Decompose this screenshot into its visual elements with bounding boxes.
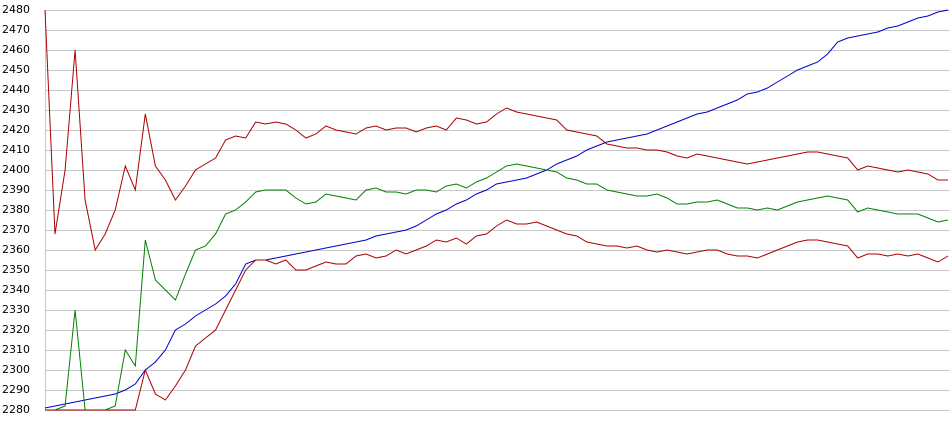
- y-tick-label: 2340: [2, 283, 30, 296]
- y-tick-label: 2400: [2, 163, 30, 176]
- y-tick-label: 2290: [2, 383, 30, 396]
- y-tick-label: 2480: [2, 3, 30, 16]
- y-tick-label: 2280: [2, 403, 30, 416]
- y-tick-label: 2370: [2, 223, 30, 236]
- y-tick-label: 2330: [2, 303, 30, 316]
- y-tick-label: 2460: [2, 43, 30, 56]
- y-tick-label: 2310: [2, 343, 30, 356]
- y-tick-label: 2380: [2, 203, 30, 216]
- y-tick-label: 2300: [2, 363, 30, 376]
- series-line: [44, 9, 948, 252]
- y-tick-label: 2470: [2, 23, 30, 36]
- y-tick-label: 2450: [2, 63, 30, 76]
- series-line: [45, 163, 949, 411]
- series-line: [44, 9, 949, 409]
- y-tick-label: 2360: [2, 243, 30, 256]
- y-tick-label: 2390: [2, 183, 30, 196]
- y-tick-label: 2440: [2, 83, 30, 96]
- y-tick-label: 2430: [2, 103, 30, 116]
- y-tick-label: 2420: [2, 123, 30, 136]
- y-tick-label: 2410: [2, 143, 30, 156]
- y-tick-label: 2320: [2, 323, 30, 336]
- series-line: [45, 219, 949, 411]
- y-tick-label: 2350: [2, 263, 30, 276]
